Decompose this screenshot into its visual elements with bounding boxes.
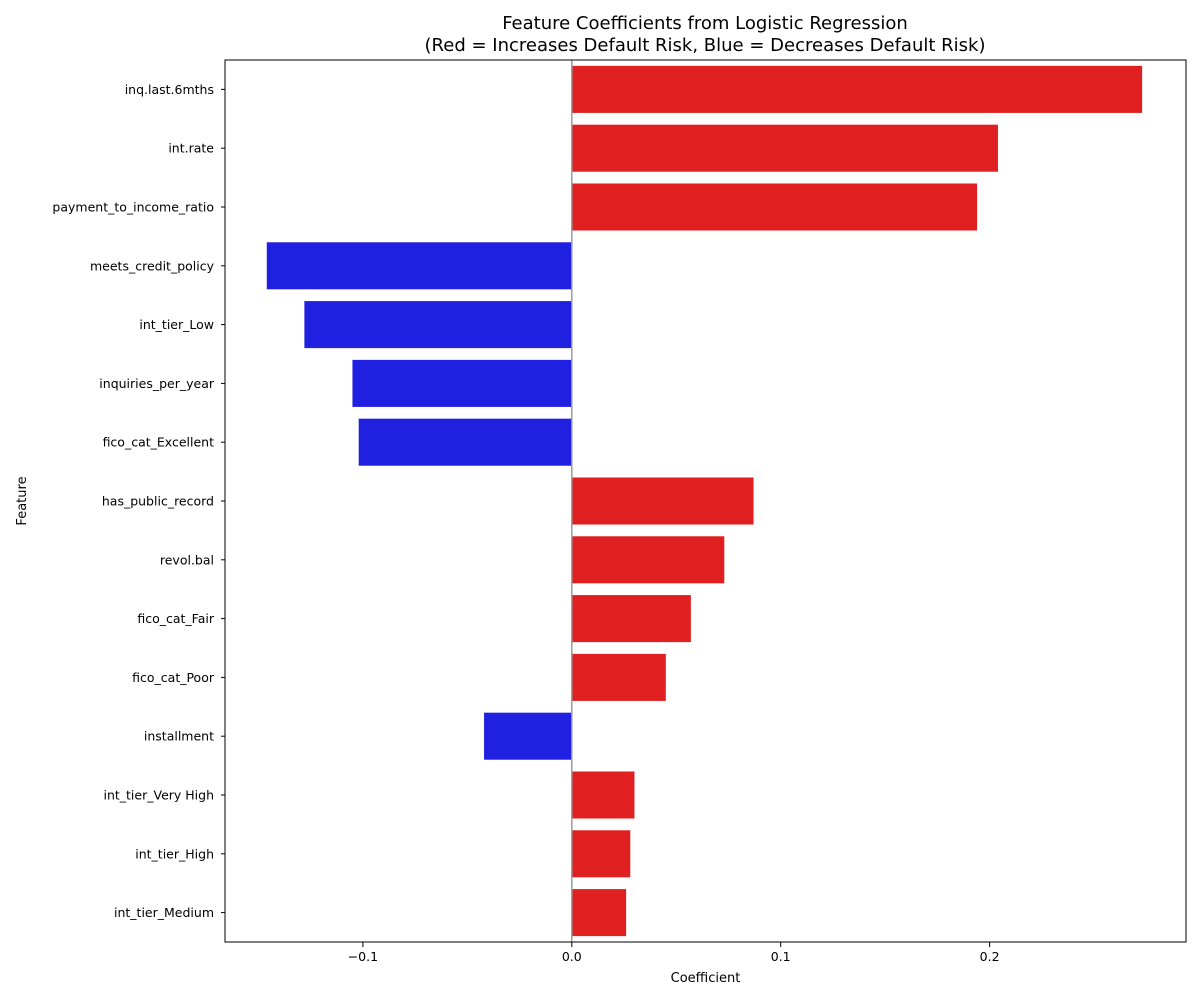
- y-tick-label: fico_cat_Excellent: [103, 435, 215, 450]
- y-tick-label: fico_cat_Fair: [137, 611, 215, 626]
- y-tick-label: installment: [144, 729, 214, 744]
- bar-installment: [484, 712, 572, 760]
- y-tick-label: int.rate: [168, 141, 214, 156]
- bar-int-rate: [571, 124, 998, 172]
- chart-title: Feature Coefficients from Logistic Regre…: [502, 13, 908, 34]
- bar-int-tier-medium: [571, 889, 627, 937]
- x-tick-label: 0.0: [562, 949, 582, 964]
- x-axis-ticks: −0.1 0.0 0.1 0.2: [348, 942, 1000, 964]
- y-axis-label: Feature: [15, 476, 30, 525]
- bar-revol-bal: [571, 536, 725, 584]
- bar-payment-to-income-ratio: [571, 183, 978, 231]
- y-tick-label: int_tier_Very High: [103, 788, 214, 803]
- bar-fico-cat-poor: [571, 653, 666, 701]
- bar-inquiries-per-year: [352, 359, 572, 407]
- y-tick-label: fico_cat_Poor: [132, 670, 215, 685]
- x-tick-label: 0.1: [771, 949, 791, 964]
- y-tick-label: inquiries_per_year: [99, 376, 215, 391]
- bars-group: [266, 65, 1143, 937]
- x-axis-label: Coefficient: [671, 971, 741, 986]
- bar-inq-last-6mths: [571, 65, 1143, 113]
- chart-subtitle: (Red = Increases Default Risk, Blue = De…: [424, 35, 986, 56]
- x-tick-label: 0.2: [980, 949, 1000, 964]
- bar-meets-credit-policy: [266, 242, 572, 290]
- y-tick-label: has_public_record: [102, 494, 214, 509]
- y-tick-label: int_tier_Low: [139, 317, 214, 332]
- bar-int-tier-very-high: [571, 771, 635, 819]
- bar-has-public-record: [571, 477, 754, 525]
- y-tick-label: payment_to_income_ratio: [52, 200, 214, 215]
- y-tick-label: int_tier_Medium: [114, 905, 214, 920]
- y-tick-label: revol.bal: [160, 552, 214, 567]
- bar-fico-cat-excellent: [358, 418, 572, 466]
- y-tick-label: meets_credit_policy: [90, 258, 215, 273]
- bar-int-tier-high: [571, 830, 631, 878]
- y-tick-label: int_tier_High: [135, 846, 214, 861]
- x-tick-label: −0.1: [348, 949, 378, 964]
- bar-fico-cat-fair: [571, 595, 691, 643]
- y-axis-ticks: inq.last.6mths int.rate payment_to_income_…: [52, 82, 225, 920]
- bar-int-tier-low: [304, 301, 572, 349]
- y-tick-label: inq.last.6mths: [125, 82, 214, 97]
